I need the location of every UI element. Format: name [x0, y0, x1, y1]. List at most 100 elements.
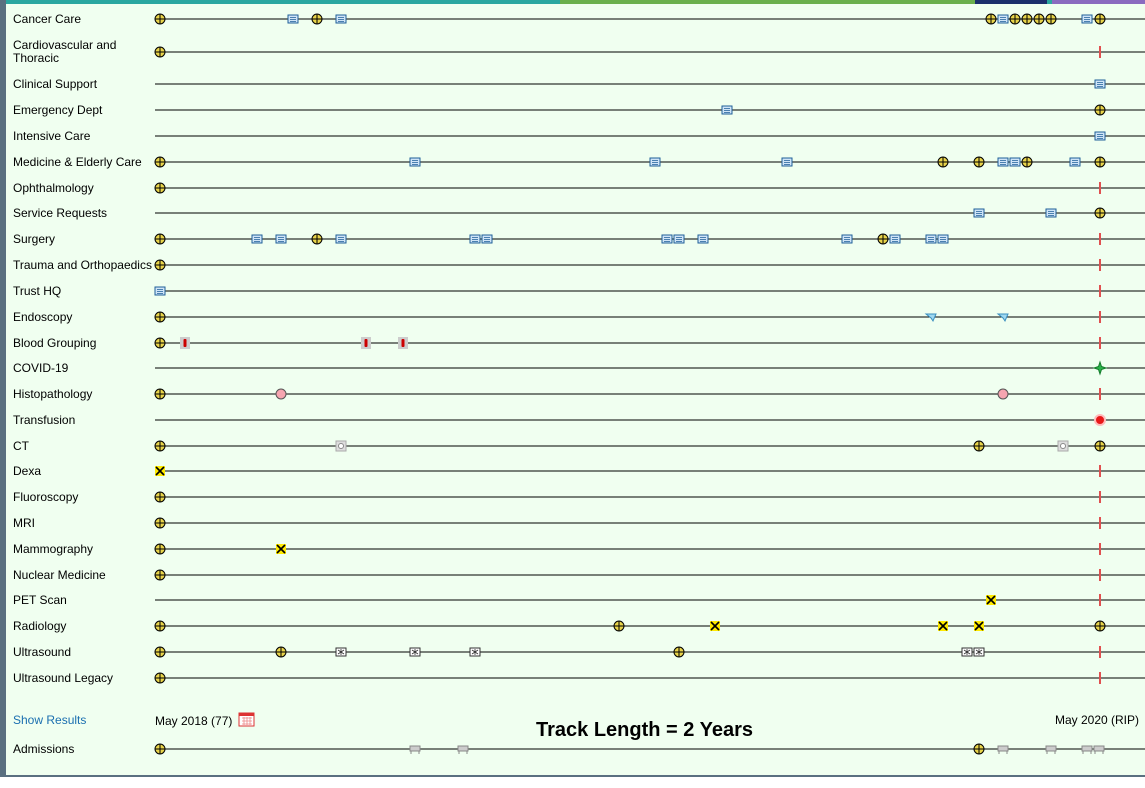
event-icon[interactable]: [154, 156, 166, 168]
event-icon[interactable]: [154, 620, 166, 632]
event-icon[interactable]: [155, 466, 165, 476]
event-icon[interactable]: [1009, 13, 1021, 25]
event-icon[interactable]: [361, 337, 371, 349]
event-icon[interactable]: [1094, 156, 1106, 168]
event-icon[interactable]: [697, 234, 709, 244]
event-icon[interactable]: [925, 234, 937, 244]
event-icon[interactable]: [275, 234, 287, 244]
event-icon[interactable]: [335, 647, 347, 657]
event-icon[interactable]: [409, 157, 421, 167]
event-icon[interactable]: [877, 233, 889, 245]
event-icon[interactable]: [251, 234, 263, 244]
event-icon[interactable]: [721, 105, 733, 115]
event-icon[interactable]: [1094, 207, 1106, 219]
event-icon[interactable]: [924, 313, 937, 323]
event-icon[interactable]: [986, 595, 996, 605]
event-icon[interactable]: [409, 647, 421, 657]
event-icon[interactable]: [457, 745, 469, 754]
event-icon[interactable]: [1057, 440, 1069, 452]
event-icon[interactable]: [1009, 157, 1021, 167]
event-icon[interactable]: [1045, 208, 1057, 218]
event-icon[interactable]: [649, 157, 661, 167]
event-icon[interactable]: [1094, 79, 1106, 89]
event-icon[interactable]: [154, 646, 166, 658]
event-icon[interactable]: [154, 672, 166, 684]
event-icon[interactable]: [938, 621, 948, 631]
event-icon[interactable]: [973, 647, 985, 657]
event-icon[interactable]: [661, 234, 673, 244]
event-icon[interactable]: [1092, 360, 1108, 376]
event-icon[interactable]: [937, 156, 949, 168]
event-icon[interactable]: [1033, 13, 1045, 25]
event-icon[interactable]: [154, 517, 166, 529]
event-icon[interactable]: [937, 234, 949, 244]
event-icon[interactable]: [276, 544, 286, 554]
event-icon[interactable]: [996, 313, 1009, 323]
event-icon[interactable]: [409, 745, 421, 754]
event-icon[interactable]: [154, 46, 166, 58]
event-icon[interactable]: [154, 286, 166, 296]
event-icon[interactable]: [154, 491, 166, 503]
event-icon[interactable]: [781, 157, 793, 167]
event-icon[interactable]: [961, 647, 973, 657]
event-icon[interactable]: [154, 440, 166, 452]
event-icon[interactable]: [1094, 104, 1106, 116]
event-icon[interactable]: [974, 621, 984, 631]
event-icon[interactable]: [335, 14, 347, 24]
event-icon[interactable]: [1094, 440, 1106, 452]
event-icon[interactable]: [710, 621, 720, 631]
event-icon[interactable]: [985, 13, 997, 25]
event-icon[interactable]: [180, 337, 190, 349]
event-icon[interactable]: [1081, 745, 1093, 754]
event-icon[interactable]: [154, 337, 166, 349]
event-icon[interactable]: [889, 234, 901, 244]
bottom-border: [0, 775, 1145, 788]
event-icon[interactable]: [1094, 131, 1106, 141]
event-icon[interactable]: [1021, 156, 1033, 168]
event-icon[interactable]: [154, 543, 166, 555]
event-icon[interactable]: [973, 440, 985, 452]
event-icon[interactable]: [973, 743, 985, 755]
event-icon[interactable]: [335, 440, 347, 452]
event-icon[interactable]: [1094, 620, 1106, 632]
event-icon[interactable]: [311, 233, 323, 245]
event-icon[interactable]: [154, 13, 166, 25]
event-icon[interactable]: [841, 234, 853, 244]
event-icon[interactable]: [469, 234, 481, 244]
event-icon[interactable]: [154, 743, 166, 755]
event-icon[interactable]: [973, 208, 985, 218]
event-icon[interactable]: [973, 156, 985, 168]
event-icon[interactable]: [154, 388, 166, 400]
event-icon[interactable]: [1045, 13, 1057, 25]
event-icon[interactable]: [154, 259, 166, 271]
event-icon[interactable]: [154, 233, 166, 245]
event-icon[interactable]: [481, 234, 493, 244]
event-icon[interactable]: [1021, 13, 1033, 25]
event-icon[interactable]: [311, 13, 323, 25]
event-icon[interactable]: [1069, 157, 1081, 167]
event-icon[interactable]: [154, 569, 166, 581]
event-icon[interactable]: [154, 311, 166, 323]
event-icon[interactable]: [997, 14, 1009, 24]
event-icon[interactable]: [1094, 13, 1106, 25]
event-icon[interactable]: [275, 646, 287, 658]
event-icon[interactable]: [154, 182, 166, 194]
event-icon[interactable]: [287, 14, 299, 24]
event-icon[interactable]: [673, 234, 685, 244]
icon-shape: [844, 237, 850, 242]
event-icon[interactable]: [997, 745, 1009, 754]
event-icon[interactable]: [673, 646, 685, 658]
event-icon[interactable]: [997, 157, 1009, 167]
event-icon[interactable]: [997, 388, 1009, 400]
event-icon[interactable]: [1093, 745, 1105, 754]
event-icon[interactable]: [1094, 414, 1106, 426]
event-icon[interactable]: [469, 647, 481, 657]
calendar-icon[interactable]: [238, 712, 255, 727]
event-icon[interactable]: [1045, 745, 1057, 754]
event-icon[interactable]: [275, 388, 287, 400]
event-icon[interactable]: [398, 337, 408, 349]
event-icon[interactable]: [335, 234, 347, 244]
show-results-link[interactable]: Show Results: [13, 713, 87, 727]
event-icon[interactable]: [1081, 14, 1093, 24]
event-icon[interactable]: [613, 620, 625, 632]
